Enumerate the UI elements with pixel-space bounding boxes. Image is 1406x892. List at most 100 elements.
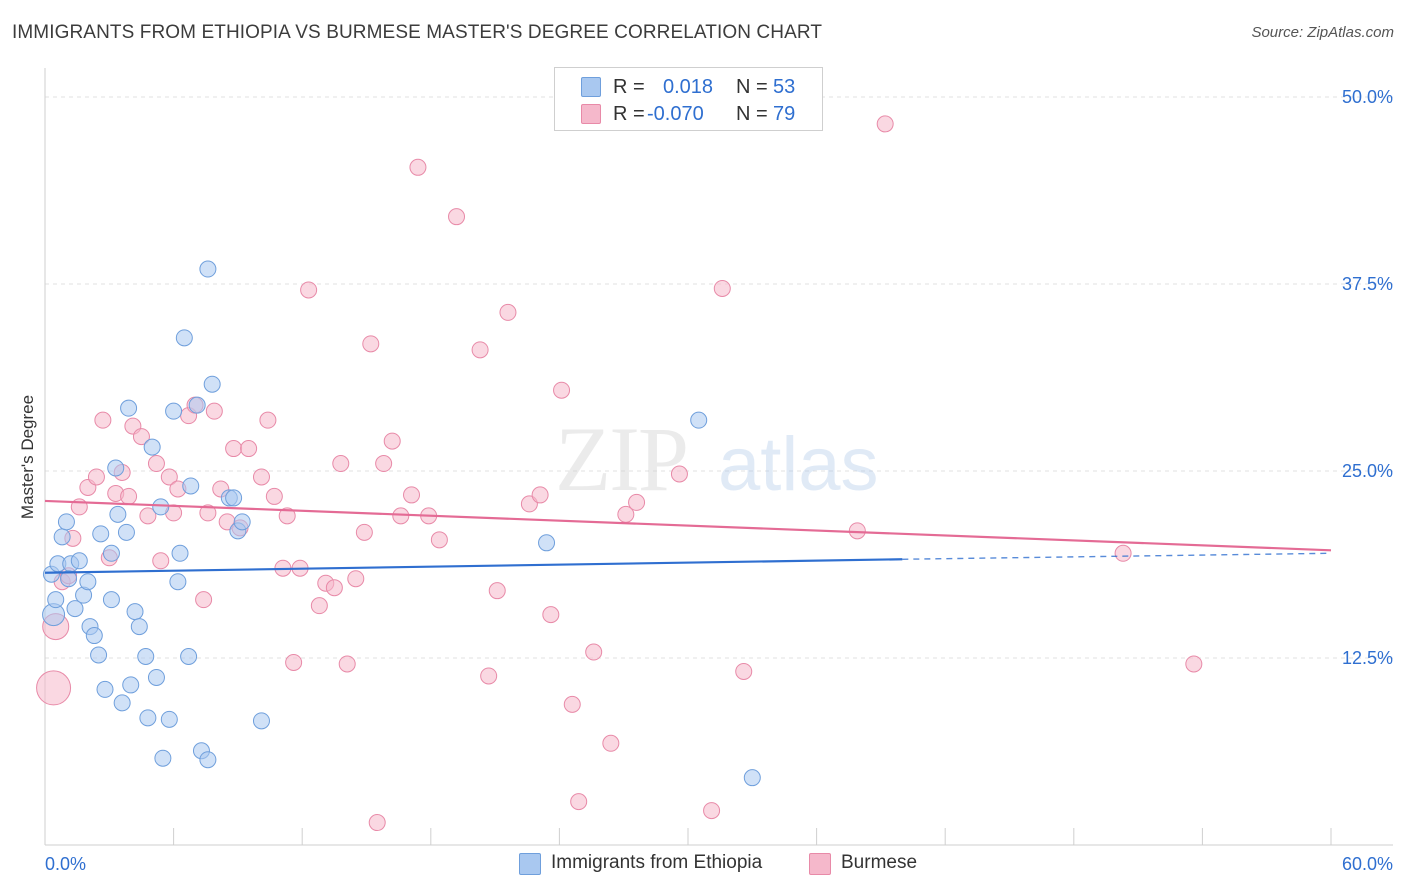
burmese-point: [310, 597, 328, 615]
ethiopia-point: [690, 411, 708, 429]
ethiopia-point: [143, 438, 161, 456]
burmese-point: [347, 570, 365, 588]
ethiopia-point: [47, 591, 65, 609]
ethiopia-point: [199, 751, 217, 769]
ethiopia-point: [66, 600, 84, 618]
ethiopia-point: [233, 513, 251, 531]
burmese-point: [278, 507, 296, 525]
burmese-point: [332, 455, 350, 473]
burmese-point: [160, 468, 178, 486]
y-tick-label: 25.0%: [1342, 461, 1393, 481]
burmese-point: [132, 428, 150, 446]
burmese-point: [147, 455, 165, 473]
chart-title: IMMIGRANTS FROM ETHIOPIA VS BURMESE MAST…: [12, 22, 823, 43]
burmese-point: [375, 455, 393, 473]
ethiopia-point: [165, 402, 183, 420]
ethiopia-point: [538, 534, 556, 552]
r-value: -0.070: [647, 103, 704, 125]
burmese-point: [585, 643, 603, 661]
burmese-point: [628, 493, 646, 511]
ethiopia-swatch: [581, 77, 601, 97]
ethiopia-point: [102, 544, 120, 562]
ethiopia-point: [79, 573, 97, 591]
ethiopia-point: [109, 505, 127, 523]
burmese-point: [285, 653, 303, 671]
ethiopia-point: [252, 712, 270, 730]
burmese-point: [1185, 655, 1203, 673]
burmese-point: [570, 793, 588, 811]
burmese-point: [488, 582, 506, 600]
ethiopia-point: [152, 498, 170, 516]
ethiopia-point: [175, 329, 193, 347]
series-ethiopia: [42, 260, 761, 787]
burmese-point: [152, 552, 170, 570]
ethiopia-point: [203, 375, 221, 393]
watermark-atlas: atlas: [718, 422, 879, 507]
ethiopia-legend-swatch: [519, 853, 541, 875]
x-tick-label: 0.0%: [45, 854, 86, 874]
x-tick-label: 60.0%: [1342, 854, 1393, 874]
burmese-point: [563, 695, 581, 713]
burmese-swatch: [581, 104, 601, 124]
n-value: 53: [773, 76, 796, 98]
burmese-point: [259, 411, 277, 429]
burmese-point: [265, 487, 283, 505]
legend-label: Burmese: [841, 852, 918, 873]
ethiopia-trend-extension: [902, 552, 1332, 560]
tick-labels: 12.5% 25.0% 37.5% 50.0% 0.0% 60.0%: [45, 87, 1393, 874]
burmese-point: [355, 523, 373, 541]
ethiopia-point: [154, 749, 172, 767]
ethiopia-point: [90, 646, 108, 664]
ethiopia-point: [743, 769, 761, 787]
ethiopia-point: [147, 668, 165, 686]
ethiopia-point: [130, 618, 148, 636]
ethiopia-point: [137, 648, 155, 666]
burmese-point: [338, 655, 356, 673]
axes: [44, 68, 1393, 846]
ethiopia-point: [92, 525, 110, 543]
ethiopia-point: [122, 676, 140, 694]
burmese-point: [87, 468, 105, 486]
source-label: Source: ZipAtlas.com: [1251, 24, 1394, 41]
burmese-point: [225, 440, 243, 458]
burmese-point: [139, 507, 157, 525]
ethiopia-point: [53, 528, 71, 546]
ethiopia-point: [107, 459, 125, 477]
burmese-point: [602, 734, 620, 752]
n-label: N =: [736, 76, 768, 98]
ethiopia-point: [180, 648, 198, 666]
burmese-point: [325, 579, 343, 597]
burmese-point: [120, 487, 138, 505]
ethiopia-point: [60, 570, 78, 588]
burmese-point: [430, 531, 448, 549]
ethiopia-point: [113, 694, 131, 712]
burmese-point: [876, 115, 894, 133]
ethiopia-point: [117, 523, 135, 541]
r-value: 0.018: [663, 76, 714, 98]
burmese-point: [199, 504, 217, 522]
stats-legend: R = 0.018 N = 53 R = -0.070 N = 79: [554, 67, 823, 131]
burmese-point: [240, 440, 258, 458]
burmese-point: [735, 662, 753, 680]
ethiopia-point: [126, 603, 144, 621]
ethiopia-point: [199, 260, 217, 278]
burmese-point: [383, 432, 401, 450]
burmese-point: [448, 208, 466, 226]
y-tick-label: 50.0%: [1342, 87, 1393, 107]
burmese-point: [205, 402, 223, 420]
burmese-legend-swatch: [809, 853, 831, 875]
burmese-point: [480, 667, 498, 685]
ethiopia-point: [171, 544, 189, 562]
series-burmese: [36, 115, 1203, 832]
ethiopia-point: [96, 680, 114, 698]
n-value: 79: [773, 103, 796, 125]
burmese-point: [703, 802, 721, 820]
ethiopia-point: [225, 489, 243, 507]
burmese-point: [1114, 544, 1132, 562]
watermark-zip: ZIP: [555, 408, 687, 510]
watermark: ZIP atlas: [555, 408, 879, 510]
burmese-point: [403, 486, 421, 504]
ethiopia-point: [70, 552, 88, 570]
burmese-point: [362, 335, 380, 353]
